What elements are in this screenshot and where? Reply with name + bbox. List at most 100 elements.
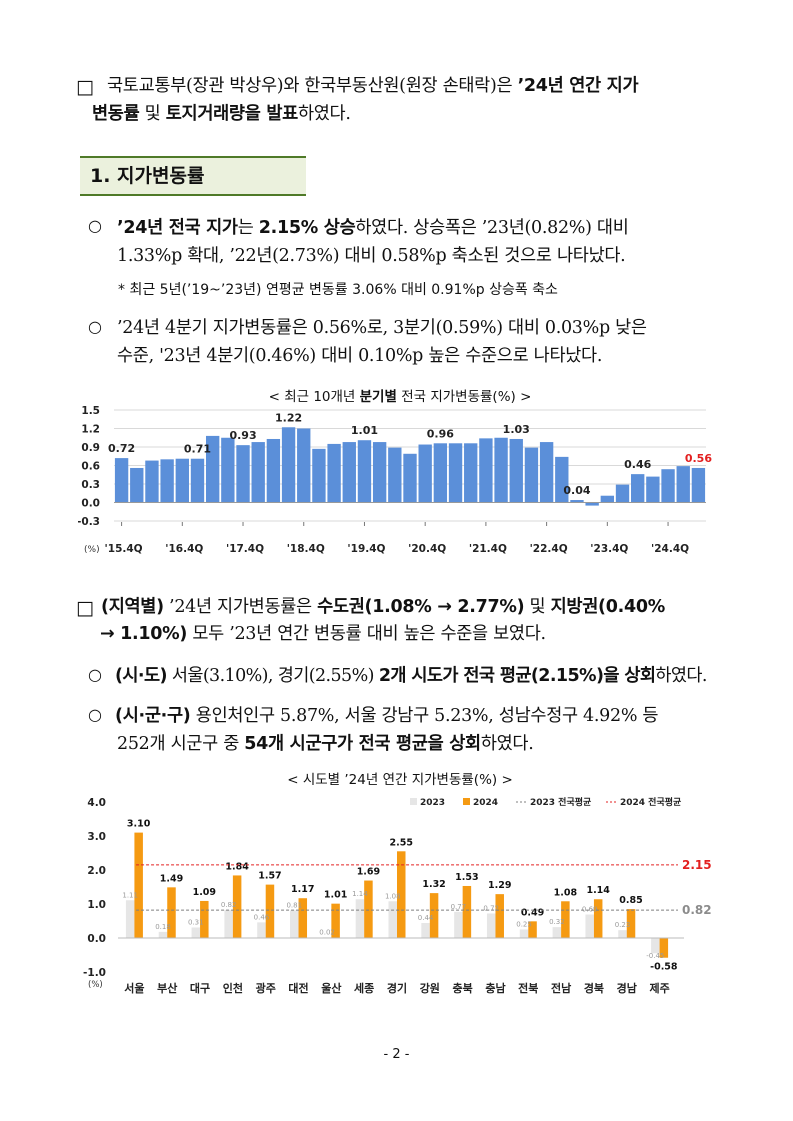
chart1-unit-label: (%): [84, 545, 100, 555]
chart2-category-label: 경남: [617, 981, 637, 995]
chart2-label-2024: 1.49: [160, 873, 183, 884]
chart2-category-label: 울산: [321, 981, 341, 995]
chart2-y-tick-label: 3.0: [87, 831, 106, 843]
chart2-bar-2024: [331, 903, 340, 938]
regional-line-1: (지역별) ’24년 지가변동률은 수도권(1.08% → 2.77%) 및 지…: [101, 597, 665, 617]
bullet3-line: (시·도) 서울(3.10%), 경기(2.55%) 2개 시도가 전국 평균(…: [115, 666, 707, 686]
chart2-label-2023: 1.14: [352, 890, 368, 898]
chart2-bar-2024: [626, 909, 636, 938]
chart1-x-tick-label: '23.4Q: [590, 543, 628, 555]
chart1-bar: [388, 447, 402, 503]
chart1-x-tick-label: '15.4Q: [105, 543, 143, 555]
chart2-label-2024: 0.85: [619, 895, 642, 906]
chart1-bar: [646, 476, 660, 503]
chart2-unit-label: (%): [88, 980, 103, 990]
chart1-bar: [661, 469, 675, 503]
chart2-bar-2024: [659, 938, 669, 958]
chart2-bar-2023: [486, 913, 496, 938]
chart1-x-tick-label: '20.4Q: [408, 543, 446, 555]
chart2-bar-2023: [552, 927, 562, 938]
chart2-label-2023: 0.32: [549, 918, 565, 926]
chart2-label-2024: 0.49: [521, 907, 544, 918]
chart2-category-label: 전북: [518, 981, 538, 995]
chart1-x-tick-label: '19.4Q: [347, 543, 385, 555]
chart1-bar: [297, 428, 311, 503]
chart2-category-label: 제주: [649, 981, 669, 995]
chart1-y-tick-label: 0.9: [81, 442, 100, 454]
chart2-bar-2024: [167, 887, 176, 938]
chart1-data-label: 0.56: [685, 452, 712, 465]
chart1-bar: [266, 438, 281, 503]
chart2-label-2023: 0.25: [516, 921, 532, 929]
chart1-bar: [691, 467, 706, 503]
chart2-bar-2023: [125, 900, 135, 938]
chart1-bar: [205, 435, 220, 503]
legend-label-2024-avg: 2024 전국평균: [620, 796, 682, 808]
bullet2-line-1: ’24년 4분기 지가변동률은 0.56%로, 3분기(0.59%) 대비 0.…: [117, 318, 647, 338]
circle-bullet-icon: ○: [88, 665, 102, 684]
bullet4-line-2: 252개 시군구 중 54개 시군구가 전국 평균을 상회하였다.: [117, 734, 534, 754]
chart2-bar-2024: [528, 921, 537, 938]
chart2-bar-2023: [191, 927, 201, 938]
chart1-x-tick-label: '16.4Q: [165, 543, 203, 555]
chart2-label-2023: 0.44: [418, 914, 434, 922]
chart1-bar: [418, 444, 432, 503]
chart1-bar: [372, 442, 387, 503]
chart1-data-label: 0.71: [184, 443, 211, 456]
chart2-bar-2024: [298, 898, 308, 938]
legend-label-2023: 2023: [420, 798, 445, 808]
chart2-bar-2023: [158, 931, 168, 938]
chart2-category-label: 충남: [485, 981, 505, 995]
legend-label-2023-avg: 2023 전국평균: [530, 796, 592, 808]
chart2-label-2024: -0.58: [650, 962, 678, 973]
chart1-data-label: 1.22: [275, 411, 302, 424]
chart1-data-label: 1.01: [351, 424, 378, 437]
intro-line-2: 변동률 및 토지거래량을 발표하였다.: [92, 104, 351, 124]
chart1-bar: [312, 448, 326, 503]
chart1-bar: [114, 458, 129, 503]
chart1-bar: [600, 495, 615, 503]
chart1-bar: [342, 442, 356, 503]
chart2-category-label: 인천: [223, 981, 243, 995]
chart2-label-2023: 0.31: [188, 918, 204, 926]
intro-line-1: 국토교통부(장관 박상우)와 한국부동산원(원장 손태락)은 ’24년 연간 지…: [107, 76, 639, 96]
chart2-bar-2023: [421, 923, 430, 938]
chart2-category-label: 부산: [157, 981, 177, 995]
page-number: - 2 -: [383, 1047, 410, 1062]
chart2-category-label: 충북: [453, 981, 473, 995]
legend-swatch-2024: [463, 798, 470, 805]
chart1-data-label: 1.03: [503, 423, 530, 436]
square-bullet-icon: □: [76, 597, 94, 619]
chart1-bar: [464, 443, 478, 503]
chart1-bar: [130, 467, 144, 503]
chart1-bar: [281, 427, 296, 503]
chart2-label-2024: 1.14: [586, 885, 610, 896]
chart1-x-tick-label: '17.4Q: [226, 543, 264, 555]
chart1-x-tick-label: '22.4Q: [530, 543, 568, 555]
chart2-y-tick-label: 2.0: [87, 865, 106, 877]
circle-bullet-icon: ○: [88, 216, 102, 235]
chart1-bar: [570, 500, 584, 503]
chart2-label-2023: 0.82: [221, 901, 237, 909]
chart2-category-label: 강원: [420, 981, 440, 995]
chart2-bar-2023: [454, 911, 463, 938]
chart2-label-2023: 0.18: [155, 923, 171, 931]
bullet1-note: * 최근 5년(’19~’23년) 연평균 변동률 3.06% 대비 0.91%…: [118, 282, 558, 298]
chart2-category-label: 경기: [387, 981, 407, 995]
quarterly-land-price-chart: 1.5 1.2 0.9 0.6 0.3 0.0 -0.3 0.72 0.71 0.93 1.22 1.…: [78, 405, 712, 555]
chart2-label-2023: 0.46: [254, 913, 270, 921]
chart1-bar: [175, 458, 189, 503]
chart2-bar-2024: [561, 901, 570, 938]
chart1-bar: [494, 437, 508, 503]
chart1-bar: [479, 438, 493, 503]
section-header-box: [80, 156, 306, 196]
chart2-label-2023: 0.81: [286, 901, 302, 909]
chart2-bar-2023: [618, 930, 627, 938]
chart1-bar: [555, 456, 569, 503]
regional-land-price-chart: 4.0 3.0 2.0 1.0 0.0 -1.0(%) 1.11 3.10 서울 0.18 1.49…: [83, 796, 712, 995]
chart1-bar: [236, 445, 250, 503]
chart1-bar: [631, 474, 645, 503]
chart2-category-label: 서울: [124, 981, 144, 995]
chart2-label-2024: 1.01: [324, 890, 347, 901]
chart1-data-label: 0.96: [427, 427, 454, 440]
